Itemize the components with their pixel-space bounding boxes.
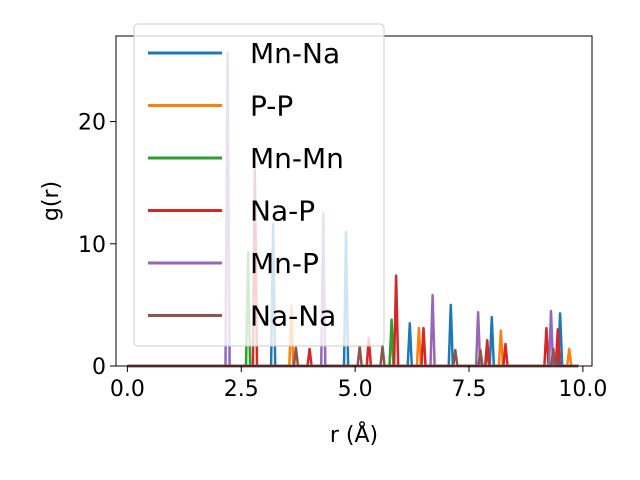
legend-label-mn-p: Mn-P <box>250 247 319 280</box>
x-tick-label: 5.0 <box>338 377 373 402</box>
y-tick-label: 10 <box>78 233 106 258</box>
legend-label-na-p: Na-P <box>250 195 315 228</box>
series-line-na-p <box>127 169 579 368</box>
x-axis-label: r (Å) <box>330 421 378 448</box>
x-tick-label: 2.5 <box>224 377 259 402</box>
y-axis-label: g(r) <box>39 181 64 221</box>
legend-label-mn-na: Mn-Na <box>250 37 340 70</box>
y-tick-label: 20 <box>78 111 106 136</box>
legend: Mn-Na P-P Mn-Mn Na-P Mn-P Na-Na <box>133 23 385 347</box>
y-tick-label: 0 <box>92 355 106 380</box>
series-line-na-na <box>127 345 579 368</box>
x-tick-label: 7.5 <box>452 377 487 402</box>
legend-label-p-p: P-P <box>250 90 293 123</box>
x-tick-label: 0.0 <box>110 377 145 402</box>
x-axis: 0.0 2.5 5.0 7.5 10.0 <box>110 366 607 402</box>
x-tick-label: 10.0 <box>558 377 607 402</box>
y-axis: 0 10 20 <box>78 111 116 380</box>
legend-label-mn-mn: Mn-Mn <box>250 142 344 175</box>
legend-label-na-na: Na-Na <box>250 300 336 333</box>
legend-box <box>133 23 385 347</box>
